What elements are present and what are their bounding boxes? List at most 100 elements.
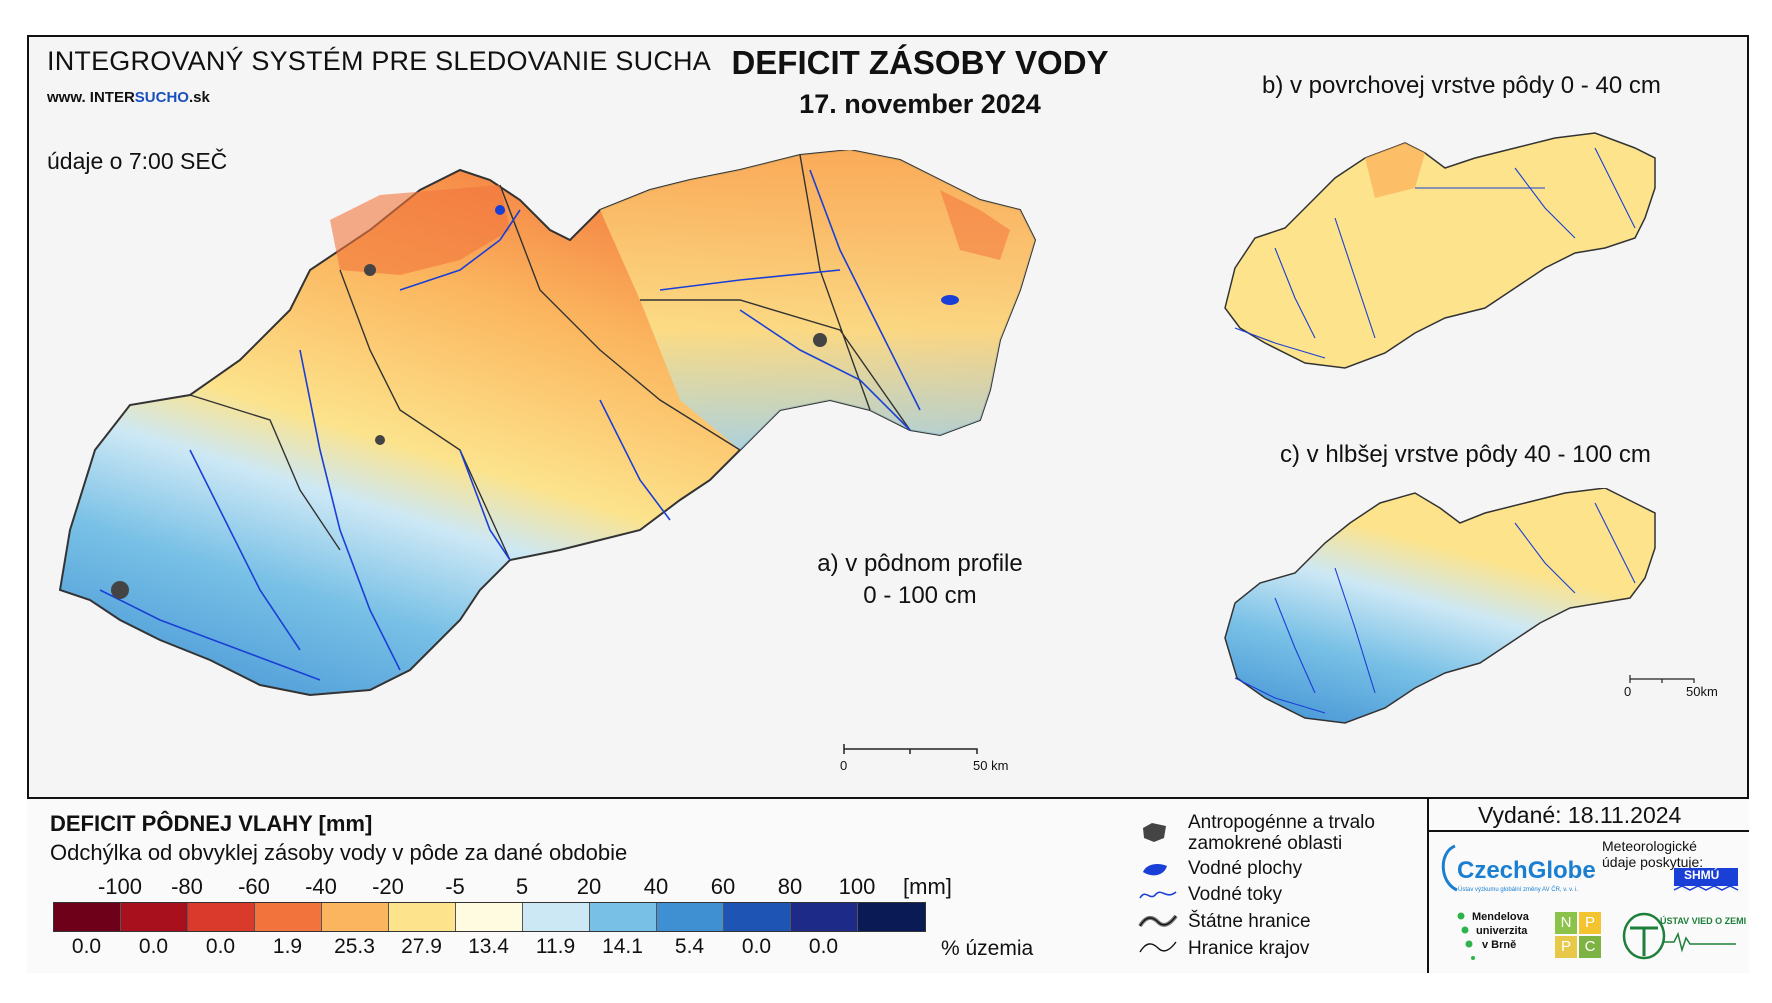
legend-swatch	[858, 903, 925, 931]
website-c: .sk	[188, 89, 210, 106]
legend-tick-label: -20	[372, 874, 404, 899]
legend-swatch	[523, 903, 590, 931]
main-title: DEFICIT ZÁSOBY VODY	[731, 44, 1109, 81]
legend-region-border: Hranice krajov	[1188, 938, 1310, 959]
legend-percent-value: 27.9	[401, 935, 442, 958]
observation-time: údaje o 7:00 SEČ	[47, 148, 228, 174]
map-a-label: a) v pôdnom profile 0 - 100 cm	[770, 548, 1070, 612]
legend-percent-value: 11.9	[535, 935, 576, 958]
small-scale-bar	[1629, 675, 1695, 683]
system-title: INTEGROVANÝ SYSTÉM PRE SLEDOVANIE SUCHA	[47, 46, 711, 76]
slovakia-outline-b	[1224, 132, 1656, 369]
legend-percent-unit: % územia	[941, 937, 1034, 960]
mendel-logo-dots	[1457, 912, 1475, 960]
czechglobe-name: CzechGlobe	[1457, 857, 1596, 884]
legend-swatch	[657, 903, 724, 931]
legend-percent-value: 0.0	[71, 935, 102, 958]
czechglobe-subtitle: Ústav výzkumu globální změny AV ČR, v. v…	[1458, 887, 1579, 893]
legend-state-border: Štátne hranice	[1188, 911, 1311, 932]
mendel-line3: v Brně	[1482, 939, 1517, 951]
legend-unit: [mm]	[903, 874, 952, 899]
issued-date: Vydané: 18.11.2024	[1478, 802, 1682, 828]
legend-tick-label: 60	[710, 874, 736, 899]
zemplinska-reservoir	[941, 295, 959, 305]
water-body-icon	[1143, 864, 1167, 876]
issued-panel	[1427, 797, 1749, 973]
river-icon	[1139, 891, 1177, 899]
legend-title: DEFICIT PÔDNEJ VLAHY [mm]	[50, 811, 373, 836]
shmu-logo	[1673, 868, 1739, 891]
mendel-line1: Mendelova	[1472, 911, 1529, 923]
main-scale-zero: 0	[840, 758, 848, 773]
legend-rivers: Vodné toky	[1188, 884, 1283, 905]
nppc-c: C	[1579, 936, 1601, 958]
legend-tick-label: 20	[576, 874, 602, 899]
legend-swatch	[791, 903, 858, 931]
legend-tick-label: 5	[515, 874, 529, 899]
map-a-label-line1: a) v pôdnom profile	[817, 550, 1023, 577]
anthropogenic-icon	[1143, 823, 1166, 842]
uvz-name: ÚSTAV VIED O ZEMI	[1660, 916, 1747, 926]
legend-tick-label: 40	[643, 874, 669, 899]
legend-tick-label: 80	[777, 874, 803, 899]
nppc-logo: N P P C	[1555, 912, 1601, 958]
north-deficit-patch	[330, 185, 510, 275]
legend-swatch	[590, 903, 657, 931]
map-c	[1224, 488, 1656, 724]
urban-area	[375, 435, 385, 445]
legend-anthropogenic-line1: Antropogénne a trvalo	[1188, 812, 1375, 833]
legend-percent-value: 5.4	[674, 935, 705, 958]
region-borders	[189, 154, 911, 561]
small-scale-zero: 0	[1624, 684, 1632, 699]
legend-tick-label: -5	[445, 874, 465, 899]
website-link[interactable]: www. INTERSUCHO.sk	[47, 89, 210, 106]
map-b-rivers	[1234, 147, 1636, 359]
state-border-icon	[1138, 914, 1178, 928]
legend-swatch	[389, 903, 456, 931]
map-b	[1224, 132, 1656, 369]
slovakia-outline-c	[1224, 488, 1656, 724]
issued-divider	[1427, 830, 1749, 832]
main-map	[58, 150, 1037, 697]
legend-water-bodies: Vodné plochy	[1188, 858, 1303, 879]
small-scale-end: 50km	[1686, 684, 1718, 699]
legend-anthropogenic-line2: zamokrené oblasti	[1188, 833, 1343, 854]
legend-percent-value: 25.3	[334, 935, 375, 958]
zilina-area	[364, 264, 376, 276]
legend-swatch	[456, 903, 523, 931]
legend-tick-label: 100	[838, 874, 876, 899]
legend-swatch	[54, 903, 121, 931]
legend-subtitle: Odchýlka od obvyklej zásoby vody v pôde …	[50, 840, 628, 865]
map-date: 17. november 2024	[799, 89, 1041, 119]
legend-swatch	[322, 903, 389, 931]
nppc-p2: P	[1555, 936, 1577, 958]
legend-tick-label: -100	[97, 874, 143, 899]
legend-swatch	[255, 903, 322, 931]
shmu-name: SHMÚ	[1684, 868, 1720, 882]
legend-percent-value: 0.0	[808, 935, 839, 958]
legend-percent-value: 13.4	[468, 935, 509, 958]
legend-percent-value: 14.1	[602, 935, 643, 958]
region-border-icon	[1139, 941, 1177, 953]
east-region-tone	[600, 150, 1035, 450]
bratislava-area	[111, 581, 129, 599]
legend-color-scale	[53, 902, 926, 932]
map-b-label: b) v povrchovej vrstve pôdy 0 - 40 cm	[1262, 72, 1661, 99]
main-scale-bar	[843, 744, 978, 754]
orava-reservoir	[495, 205, 505, 215]
ne-deficit-patch	[940, 190, 1010, 260]
czechglobe-logo	[1441, 844, 1458, 892]
mendel-logo-text: Mendelova univerzita v Brně	[1466, 910, 1529, 952]
legend-anthropogenic: Antropogénne a trvalo zamokrené oblasti	[1188, 812, 1375, 854]
kosice-area	[813, 333, 827, 347]
legend-percent-value: 0.0	[138, 935, 169, 958]
uvz-logo	[1622, 912, 1736, 960]
legend-tick-label: -80	[171, 874, 203, 899]
legend-swatch	[724, 903, 791, 931]
nppc-n: N	[1555, 912, 1577, 934]
map-c-label: c) v hlbšej vrstve pôdy 40 - 100 cm	[1280, 441, 1651, 468]
legend-percent-value: 0.0	[741, 935, 772, 958]
map-b-deficit-patch	[1365, 143, 1425, 198]
legend-percent-value: 1.9	[272, 935, 303, 958]
legend-percent-value: 0.0	[205, 935, 236, 958]
